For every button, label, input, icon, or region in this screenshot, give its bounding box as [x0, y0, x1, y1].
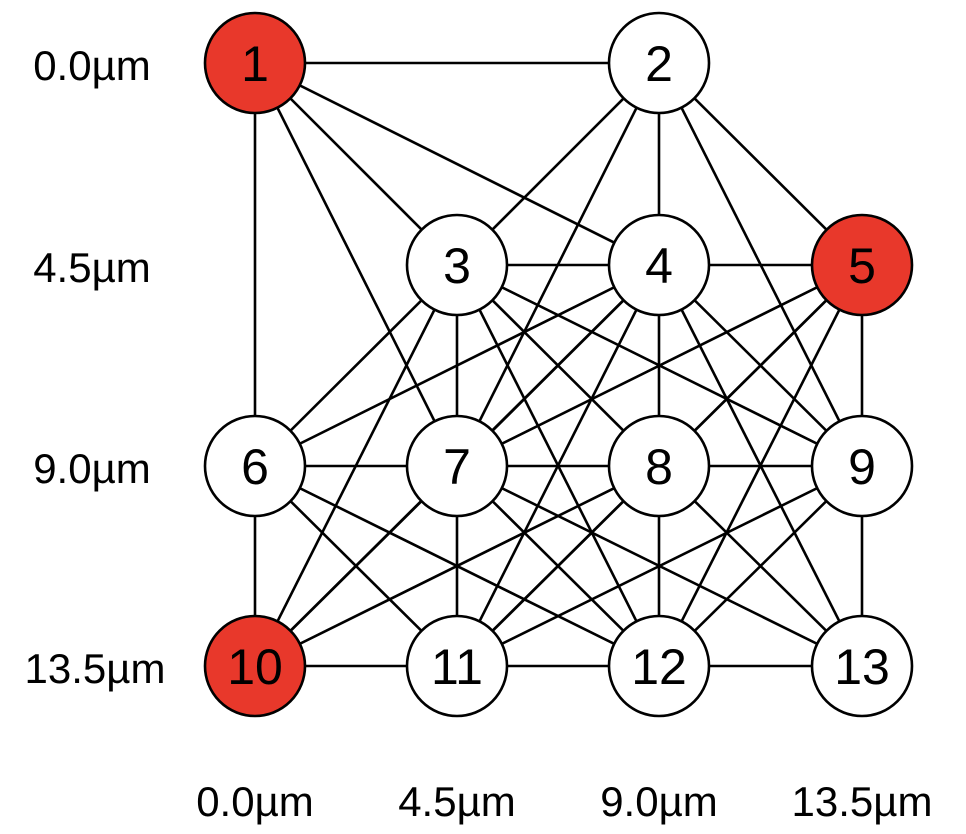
node-circle-9: [810, 414, 914, 518]
edge-5-7: [456, 263, 863, 468]
node-9: 9: [810, 414, 914, 518]
x-axis-label-3: 13.5µm: [792, 778, 933, 825]
node-label-5: 5: [848, 238, 876, 294]
y-axis-label-3: 13.5µm: [25, 645, 166, 692]
node-label-1: 1: [241, 36, 269, 92]
node-4: 4: [607, 213, 711, 317]
x-axis-labels: 0.0µm 4.5µm 9.0µm 13.5µm: [196, 778, 932, 825]
edge-4-6: [254, 263, 660, 468]
node-circle-4: [607, 213, 711, 317]
y-axis-labels: 0.0µm 4.5µm 9.0µm 13.5µm: [25, 42, 166, 692]
edges-layer: [253, 61, 864, 668]
node-10: 10: [203, 614, 307, 718]
node-11: 11: [405, 614, 509, 718]
node-circle-1: [203, 11, 307, 115]
node-label-9: 9: [848, 439, 876, 495]
y-axis-label-0: 0.0µm: [33, 42, 151, 89]
node-circle-12: [607, 614, 711, 718]
edge-9-11: [456, 464, 863, 668]
node-label-11: 11: [431, 639, 483, 695]
node-5: 5: [810, 213, 914, 317]
node-circle-13: [810, 614, 914, 718]
node-circle-7: [405, 414, 509, 518]
node-circle-8: [607, 414, 711, 518]
node-label-6: 6: [241, 439, 269, 495]
node-circle-3: [405, 213, 509, 317]
node-label-7: 7: [443, 439, 471, 495]
node-circle-6: [203, 414, 307, 518]
node-13: 13: [810, 614, 914, 718]
node-label-3: 3: [443, 238, 471, 294]
node-label-10: 10: [227, 639, 283, 695]
y-axis-label-2: 9.0µm: [33, 445, 151, 492]
node-label-8: 8: [645, 439, 673, 495]
node-3: 3: [405, 213, 509, 317]
x-axis-label-1: 4.5µm: [398, 778, 516, 825]
node-label-12: 12: [631, 639, 687, 695]
node-7: 7: [405, 414, 509, 518]
y-axis-label-1: 4.5µm: [33, 244, 151, 291]
node-label-13: 13: [834, 639, 890, 695]
node-label-4: 4: [645, 238, 673, 294]
node-circle-5: [810, 213, 914, 317]
node-2: 2: [607, 11, 711, 115]
node-circle-11: [405, 614, 509, 718]
x-axis-label-2: 9.0µm: [600, 778, 718, 825]
x-axis-label-0: 0.0µm: [196, 778, 314, 825]
edge-1-7: [253, 62, 459, 467]
edge-8-10: [254, 464, 660, 668]
node-1: 1: [203, 11, 307, 115]
edge-1-4: [254, 61, 660, 267]
nodes-layer: 1 23 4 56 7 8 910 11 12 13: [203, 11, 914, 718]
node-circle-10: [203, 614, 307, 718]
node-label-2: 2: [645, 36, 673, 92]
node-circle-2: [607, 11, 711, 115]
node-6: 6: [203, 414, 307, 518]
node-12: 12: [607, 614, 711, 718]
node-8: 8: [607, 414, 711, 518]
